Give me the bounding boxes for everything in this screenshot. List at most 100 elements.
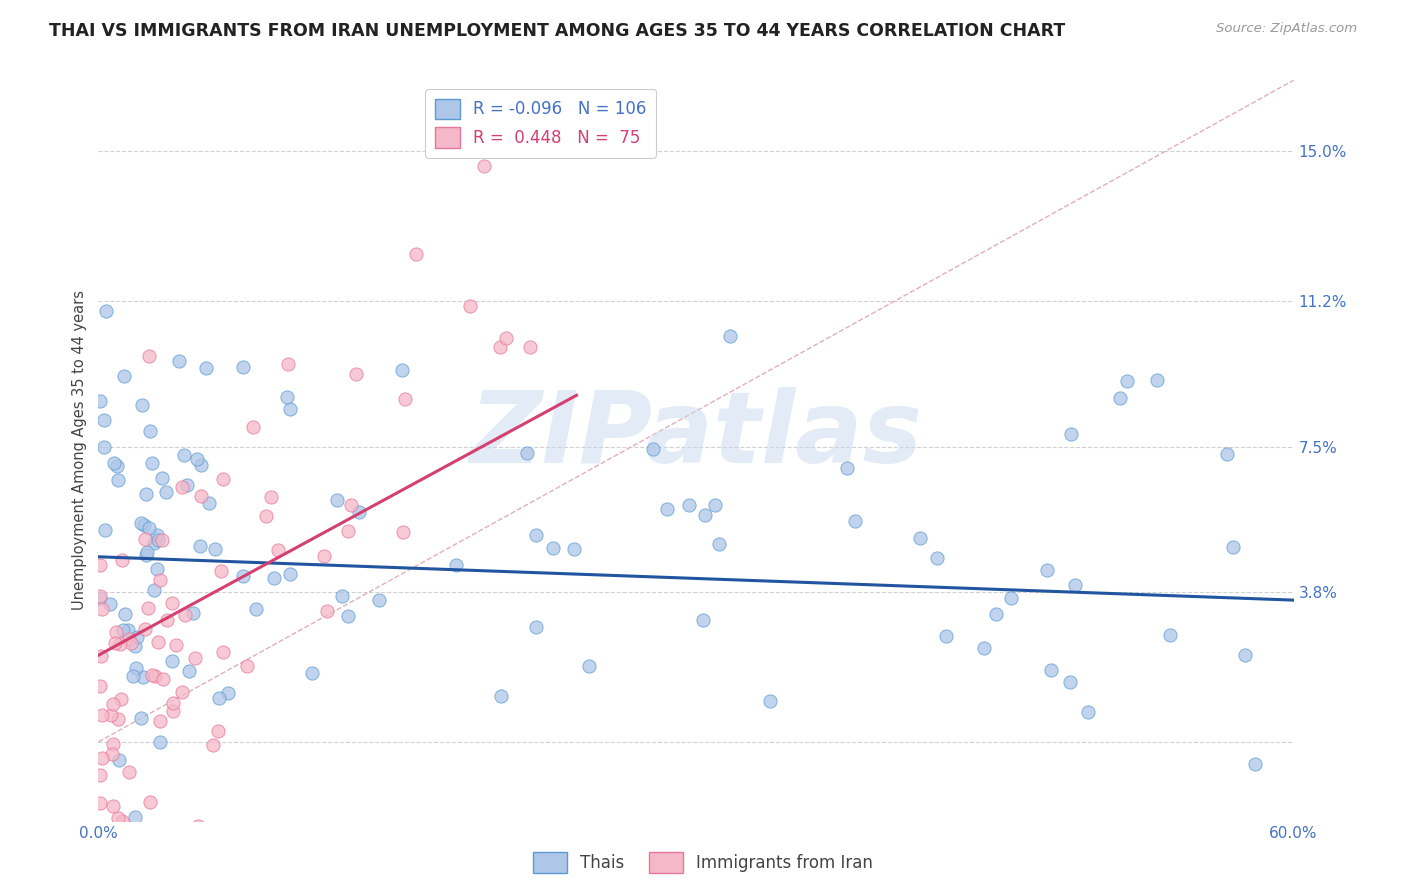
Point <box>759 693 782 707</box>
Point <box>135 487 157 501</box>
Point <box>131 398 153 412</box>
Point <box>167 849 190 863</box>
Point <box>266 542 288 557</box>
Point <box>155 484 177 499</box>
Point <box>146 528 169 542</box>
Point <box>1000 591 1022 606</box>
Point <box>124 639 146 653</box>
Point <box>89 558 111 573</box>
Point <box>107 473 129 487</box>
Point <box>101 890 124 892</box>
Text: THAI VS IMMIGRANTS FROM IRAN UNEMPLOYMENT AMONG AGES 35 TO 44 YEARS CORRELATION : THAI VS IMMIGRANTS FROM IRAN UNEMPLOYMEN… <box>49 22 1066 40</box>
Point <box>1116 374 1139 388</box>
Point <box>134 622 156 636</box>
Point <box>90 707 112 722</box>
Point <box>232 569 254 583</box>
Point <box>165 638 187 652</box>
Point <box>692 613 714 627</box>
Point <box>232 360 254 375</box>
Point <box>347 505 370 519</box>
Point <box>336 609 359 624</box>
Point <box>1036 563 1059 577</box>
Point <box>110 691 132 706</box>
Point <box>340 498 363 512</box>
Point <box>368 593 391 607</box>
Point <box>91 750 114 764</box>
Point <box>167 353 190 368</box>
Point <box>160 596 183 610</box>
Point <box>1222 540 1244 554</box>
Point <box>195 361 218 376</box>
Point <box>174 608 197 623</box>
Point <box>695 508 717 523</box>
Point <box>143 669 166 683</box>
Y-axis label: Unemployment Among Ages 35 to 44 years: Unemployment Among Ages 35 to 44 years <box>72 291 87 610</box>
Point <box>138 795 160 809</box>
Point <box>1216 447 1239 461</box>
Point <box>709 537 731 551</box>
Point <box>142 536 165 550</box>
Point <box>489 689 512 703</box>
Point <box>146 533 169 548</box>
Point <box>150 533 173 547</box>
Point <box>927 550 949 565</box>
Point <box>336 524 359 538</box>
Point <box>162 704 184 718</box>
Point <box>89 679 111 693</box>
Point <box>117 765 139 780</box>
Point <box>183 606 205 620</box>
Point <box>344 367 367 381</box>
Point <box>139 424 162 438</box>
Point <box>211 645 233 659</box>
Point <box>93 523 115 537</box>
Text: Source: ZipAtlas.com: Source: ZipAtlas.com <box>1216 22 1357 36</box>
Point <box>170 685 193 699</box>
Point <box>122 889 145 892</box>
Point <box>1077 705 1099 719</box>
Point <box>146 635 169 649</box>
Point <box>90 649 112 664</box>
Point <box>263 570 285 584</box>
Point <box>641 442 664 457</box>
Point <box>973 641 995 656</box>
Point <box>135 548 157 562</box>
Point <box>187 819 209 833</box>
Point <box>89 591 111 605</box>
Point <box>156 613 179 627</box>
Point <box>122 669 145 683</box>
Point <box>141 456 163 470</box>
Point <box>108 753 131 767</box>
Point <box>301 665 323 680</box>
Point <box>162 696 184 710</box>
Point <box>132 670 155 684</box>
Point <box>1064 578 1087 592</box>
Point <box>120 636 142 650</box>
Point <box>134 532 156 546</box>
Point <box>173 448 195 462</box>
Point <box>176 477 198 491</box>
Point <box>93 413 115 427</box>
Point <box>90 602 112 616</box>
Point <box>184 650 207 665</box>
Point <box>107 811 129 825</box>
Point <box>103 456 125 470</box>
Point <box>149 714 172 728</box>
Point <box>458 299 481 313</box>
Point <box>489 340 512 354</box>
Point <box>405 247 427 261</box>
Point <box>89 393 111 408</box>
Point <box>844 514 866 528</box>
Point <box>1159 628 1181 642</box>
Point <box>564 541 586 556</box>
Point <box>100 707 122 722</box>
Point <box>444 558 467 572</box>
Point <box>150 471 173 485</box>
Legend: Thais, Immigrants from Iran: Thais, Immigrants from Iran <box>527 846 879 880</box>
Point <box>138 520 160 534</box>
Point <box>111 814 134 828</box>
Point <box>103 636 125 650</box>
Point <box>391 362 413 376</box>
Point <box>108 637 131 651</box>
Point <box>134 517 156 532</box>
Point <box>472 159 495 173</box>
